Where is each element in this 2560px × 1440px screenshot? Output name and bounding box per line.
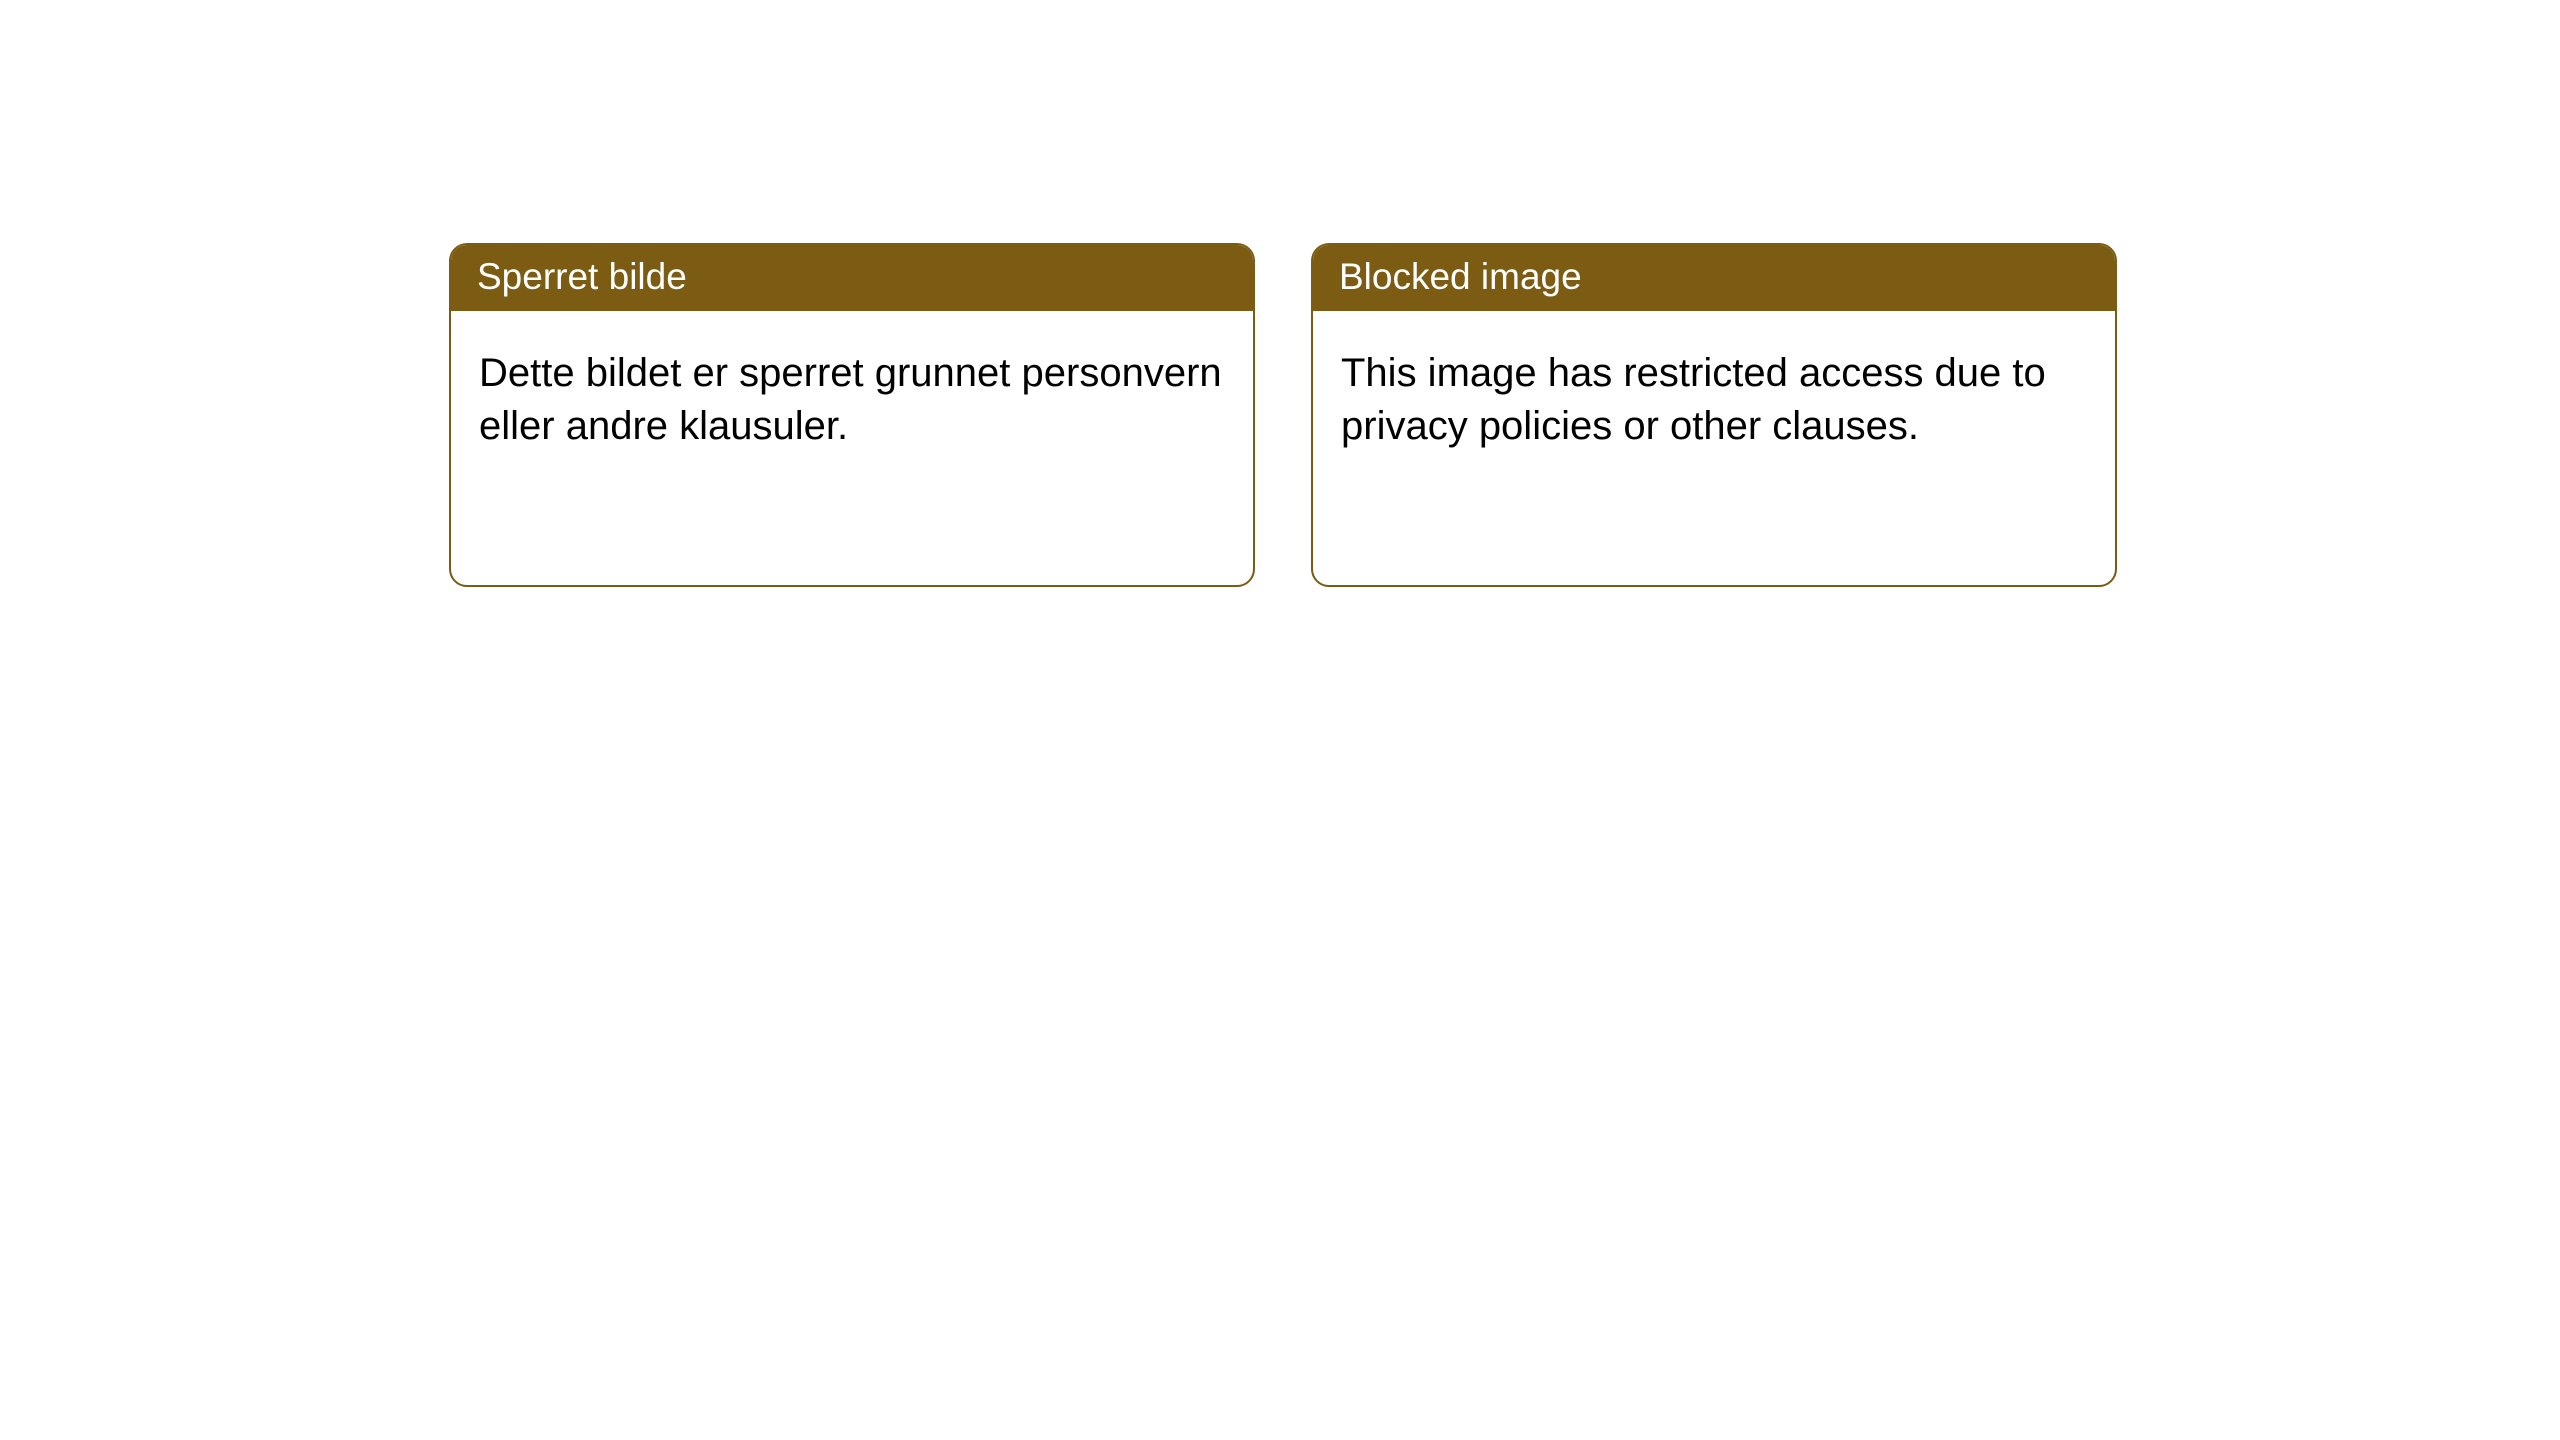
notice-container: Sperret bilde Dette bildet er sperret gr… [0, 0, 2560, 587]
notice-card-english: Blocked image This image has restricted … [1311, 243, 2117, 587]
notice-body: Dette bildet er sperret grunnet personve… [451, 311, 1253, 585]
notice-header: Sperret bilde [451, 245, 1253, 311]
notice-card-norwegian: Sperret bilde Dette bildet er sperret gr… [449, 243, 1255, 587]
notice-body: This image has restricted access due to … [1313, 311, 2115, 585]
notice-header: Blocked image [1313, 245, 2115, 311]
